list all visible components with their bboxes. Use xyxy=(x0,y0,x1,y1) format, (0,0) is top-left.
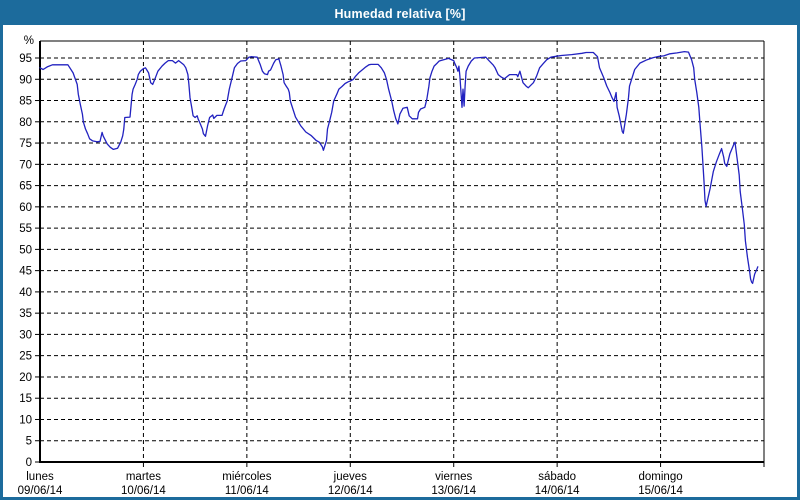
chart-title: Humedad relativa [%] xyxy=(334,7,466,21)
y-tick-label: 55 xyxy=(19,223,32,235)
y-axis-labels: 0 5 10 15 20 25 30 35 40 45 50 55 60 65 70 75 80 85 90 95% xyxy=(19,35,34,469)
plot-border xyxy=(39,40,765,463)
y-tick-label: 35 xyxy=(19,308,32,320)
y-tick-label: 75 xyxy=(19,138,32,150)
y-tick-label: 0 xyxy=(26,457,32,469)
x-date-label: 11/06/14 xyxy=(225,485,270,497)
y-tick-label: 95 xyxy=(19,53,32,65)
y-tick-label: 5 xyxy=(26,436,32,448)
x-date-label: 10/06/14 xyxy=(121,485,166,497)
humidity-line-chart: 0 5 10 15 20 25 30 35 40 45 50 55 60 65 70 75 80 85 90 95% l… xyxy=(18,35,765,497)
x-day-name-label: miércoles xyxy=(222,471,271,483)
y-tick-label: 15 xyxy=(19,393,32,405)
x-date-label: 14/06/14 xyxy=(535,485,580,497)
y-tick-label: 65 xyxy=(19,181,32,193)
y-tick-label: 90 xyxy=(19,74,32,86)
x-day-name-label: lunes xyxy=(26,471,54,483)
y-tick-label: 30 xyxy=(19,329,32,341)
x-day-name-label: martes xyxy=(126,471,161,483)
y-tick-label: 50 xyxy=(19,244,32,256)
x-day-name-label: viernes xyxy=(435,471,472,483)
humidity-series-line xyxy=(39,50,759,285)
x-day-name-label: domingo xyxy=(639,471,683,483)
y-tick-label: 80 xyxy=(19,117,32,129)
gridlines xyxy=(40,41,764,462)
x-date-label: 12/06/14 xyxy=(328,485,373,497)
y-tick-label: 60 xyxy=(19,202,32,214)
axis-ticks xyxy=(35,57,765,467)
chart-area: 0 5 10 15 20 25 30 35 40 45 50 55 60 65 70 75 80 85 90 95% l… xyxy=(3,25,797,497)
y-tick-label: 85 xyxy=(19,96,32,108)
title-bar: Humedad relativa [%] xyxy=(3,3,797,25)
y-tick-label: 40 xyxy=(19,287,32,299)
x-date-label: 15/06/14 xyxy=(638,485,683,497)
y-tick-label: 25 xyxy=(19,351,32,363)
y-tick-label: 10 xyxy=(19,414,32,426)
x-axis-labels: lunes 09/06/14 martes 10/06/14 miércoles 11/0… xyxy=(18,471,684,497)
x-day-name-label: jueves xyxy=(333,471,367,483)
x-date-label: 13/06/14 xyxy=(431,485,476,497)
y-tick-label: 45 xyxy=(19,266,32,278)
y-tick-label: 20 xyxy=(19,372,32,384)
x-day-name-label: sábado xyxy=(538,471,576,483)
y-tick-label: 70 xyxy=(19,159,32,171)
x-date-label: 09/06/14 xyxy=(18,485,63,497)
y-axis-unit-label: % xyxy=(24,35,34,47)
